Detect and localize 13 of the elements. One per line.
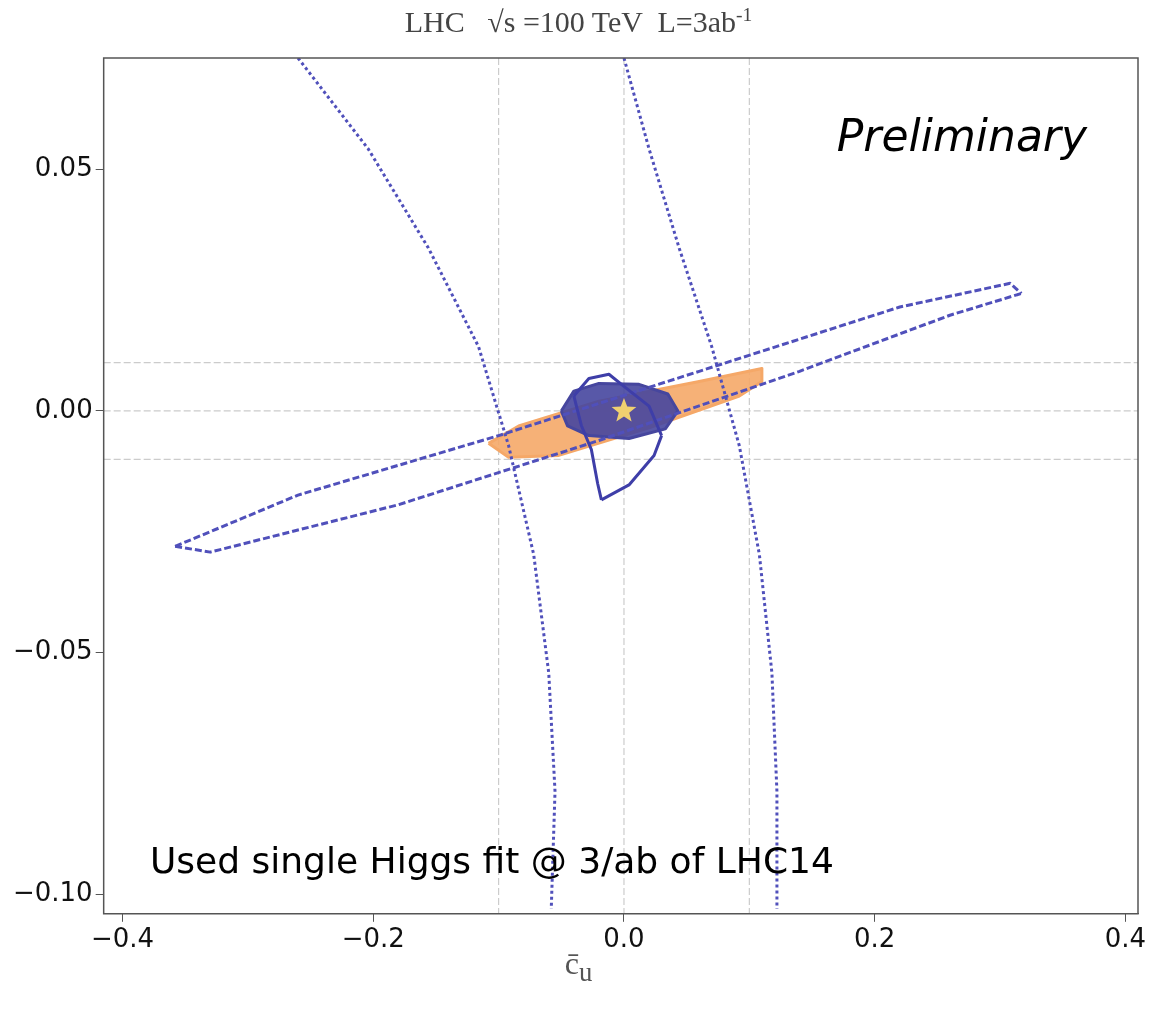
y-tick-label: −0.05 xyxy=(12,635,93,666)
x-axis-title: c̄$_{u}$ xyxy=(564,945,593,988)
y-tick-label: 0.05 xyxy=(34,151,93,182)
chart-title: LHC √s =100 TeV L=3ab$^{-1}$ xyxy=(403,4,754,39)
x-tick-label: −0.2 xyxy=(341,923,405,954)
y-tick-label: −0.10 xyxy=(12,877,93,908)
x-tick-label: 0.2 xyxy=(854,923,896,954)
x-tick-label: −0.4 xyxy=(90,923,155,954)
x-tick-label: 0.0 xyxy=(603,923,645,954)
y-tick-label: 0.00 xyxy=(34,393,93,424)
annotation: Preliminary xyxy=(836,110,1087,161)
annotation: Used single Higgs fit @ 3/ab of LHC14 xyxy=(150,840,834,881)
x-tick-label: 0.4 xyxy=(1104,923,1147,954)
